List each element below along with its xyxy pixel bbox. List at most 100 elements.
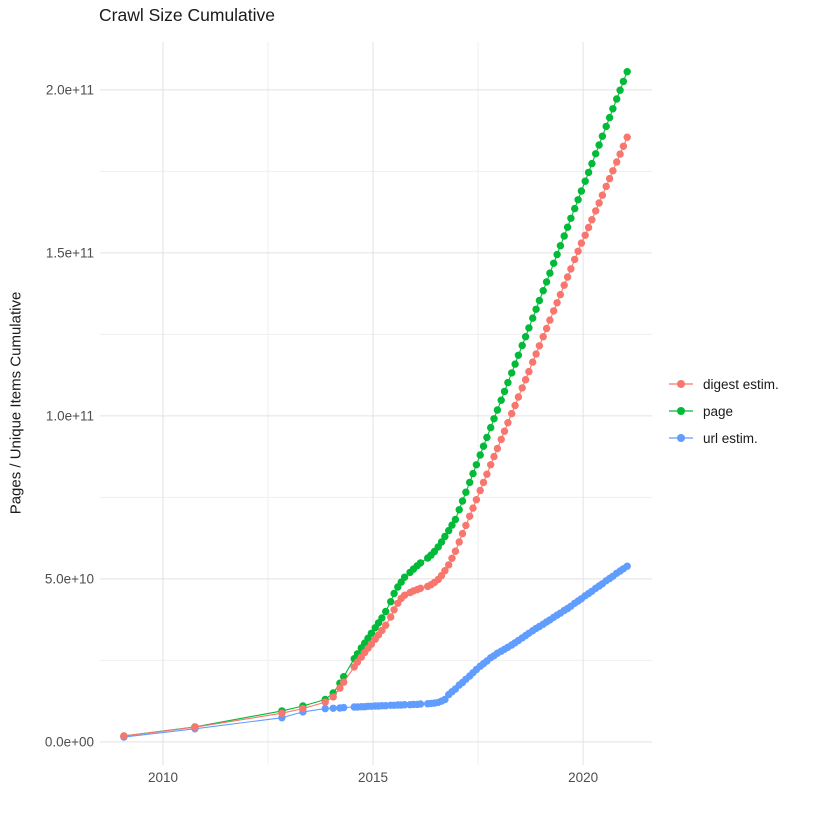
- data-point-digest-estim: [577, 239, 586, 247]
- y-tick-label: 1.0e+11: [46, 408, 94, 423]
- data-point-digest-estim: [598, 191, 607, 199]
- data-point-digest-estim: [493, 444, 502, 453]
- data-point-url-estim: [623, 562, 631, 570]
- data-point-page: [550, 259, 558, 267]
- data-point-page: [511, 360, 519, 368]
- data-point-page: [577, 187, 586, 195]
- data-point-page: [445, 526, 453, 535]
- data-point-digest-estim: [546, 316, 554, 324]
- y-tick-label: 0.0e+00: [45, 734, 94, 749]
- data-point-digest-estim: [451, 547, 460, 555]
- data-point-digest-estim: [514, 393, 523, 401]
- data-point-digest-estim: [532, 350, 540, 358]
- data-point-url-estim: [321, 704, 329, 713]
- data-point-digest-estim: [525, 367, 533, 376]
- data-point-digest-estim: [623, 133, 631, 141]
- data-point-page: [539, 287, 547, 295]
- data-point-digest-estim: [560, 281, 568, 289]
- data-point-page: [521, 333, 530, 341]
- data-point-page: [574, 196, 582, 204]
- data-point-digest-estim: [518, 384, 526, 392]
- data-point-page: [619, 77, 628, 86]
- data-point-digest-estim: [487, 461, 495, 469]
- data-point-page: [500, 387, 509, 396]
- data-point-page: [532, 305, 540, 313]
- data-point-page: [504, 378, 512, 387]
- data-point-digest-estim: [553, 299, 561, 307]
- data-point-page: [518, 341, 526, 350]
- data-point-digest-estim: [299, 704, 307, 713]
- data-point-digest-estim: [539, 333, 547, 341]
- data-point-digest-estim: [619, 142, 628, 150]
- data-point-digest-estim: [278, 709, 286, 717]
- data-point-page: [497, 396, 505, 404]
- chart-title: Crawl Size Cumulative: [99, 5, 276, 25]
- data-point-digest-estim: [613, 158, 621, 166]
- data-point-digest-estim: [191, 723, 199, 731]
- data-point-page: [542, 278, 551, 286]
- data-point-page: [602, 122, 610, 131]
- data-point-digest-estim: [521, 376, 530, 384]
- data-point-digest-estim: [605, 174, 614, 183]
- data-point-digest-estim: [535, 342, 544, 350]
- data-point-page: [483, 433, 491, 442]
- data-point-page: [514, 351, 523, 359]
- data-point-page: [529, 314, 537, 322]
- data-point-page: [469, 469, 477, 478]
- data-point-digest-estim: [336, 684, 344, 692]
- data-point-page: [458, 497, 467, 505]
- data-point-page: [441, 532, 449, 541]
- data-point-page: [367, 629, 376, 637]
- y-tick-label: 2.0e+11: [46, 82, 94, 97]
- data-point-page: [416, 559, 425, 567]
- legend-label: page: [703, 403, 734, 419]
- legend: digest estim. page url estim.: [668, 376, 779, 446]
- data-point-digest-estim: [329, 693, 337, 701]
- data-point-page: [623, 68, 631, 76]
- legend-item-page: page: [668, 403, 779, 419]
- data-point-digest-estim: [542, 324, 551, 333]
- data-point-page: [535, 296, 544, 305]
- data-point-digest-estim: [321, 698, 329, 706]
- data-point-page: [476, 451, 484, 459]
- data-point-digest-estim: [466, 512, 474, 520]
- data-point-page: [390, 589, 398, 598]
- data-point-page: [563, 223, 572, 231]
- data-point-page: [595, 141, 603, 149]
- data-point-digest-estim: [448, 554, 456, 562]
- x-tick-label: 2020: [568, 770, 598, 785]
- data-point-url-estim: [340, 703, 348, 712]
- data-point-digest-estim: [455, 538, 463, 546]
- x-tick-label: 2010: [148, 770, 178, 785]
- data-point-page: [605, 113, 614, 122]
- data-point-page: [382, 607, 390, 616]
- series-line-digest-estim: [123, 136, 628, 737]
- data-point-digest-estim: [602, 182, 610, 191]
- data-point-digest-estim: [441, 567, 449, 575]
- data-point-digest-estim: [616, 150, 624, 158]
- data-point-page: [508, 369, 516, 377]
- data-point-digest-estim: [508, 409, 516, 418]
- data-point-digest-estim: [529, 358, 537, 366]
- data-point-digest-estim: [574, 247, 582, 255]
- data-point-digest-estim: [483, 470, 491, 478]
- data-point-digest-estim: [563, 273, 572, 281]
- data-point-digest-estim: [497, 435, 505, 444]
- data-point-digest-estim: [581, 231, 589, 239]
- legend-key-icon: [669, 407, 693, 415]
- data-point-digest-estim: [390, 606, 398, 614]
- data-point-digest-estim: [378, 626, 386, 635]
- data-point-page: [598, 132, 607, 140]
- y-tick-label: 1.5e+11: [46, 245, 94, 260]
- data-point-digest-estim: [588, 216, 596, 224]
- data-point-url-estim: [329, 704, 337, 712]
- data-point-digest-estim: [550, 307, 558, 315]
- data-point-digest-estim: [458, 529, 467, 538]
- data-point-digest-estim: [556, 290, 565, 299]
- data-point-page: [546, 269, 554, 277]
- data-point-digest-estim: [340, 678, 348, 686]
- data-point-digest-estim: [445, 561, 453, 569]
- data-point-url-estim: [400, 701, 409, 709]
- legend-label: url estim.: [703, 430, 758, 446]
